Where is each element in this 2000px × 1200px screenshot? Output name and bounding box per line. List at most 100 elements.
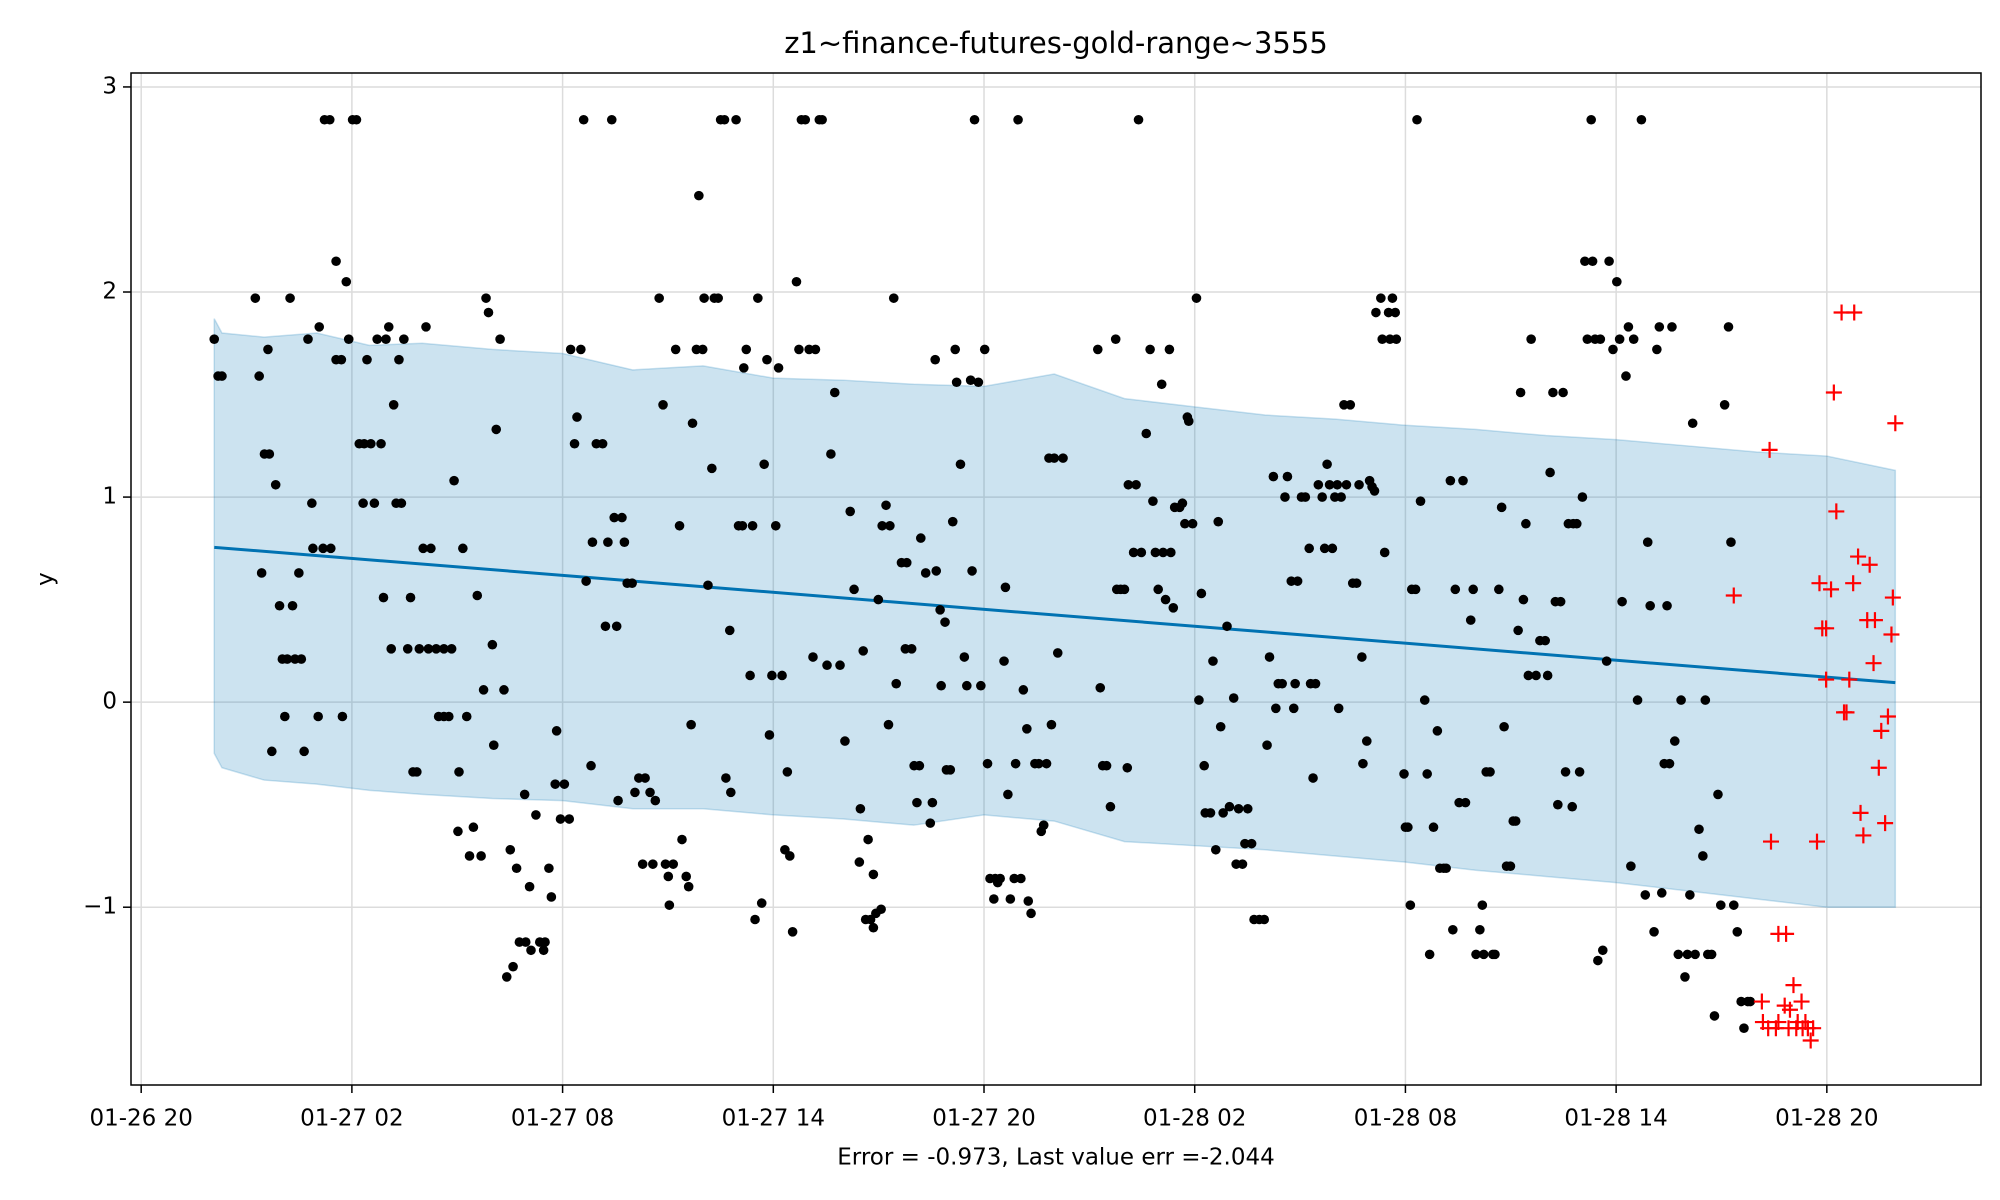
forecast-point	[1778, 925, 1795, 942]
forecast-point	[1805, 1020, 1822, 1037]
y-tick-label: −1	[83, 894, 117, 920]
data-point	[1208, 656, 1218, 666]
data-point	[1016, 873, 1026, 884]
data-point	[901, 557, 912, 568]
data-point	[1676, 695, 1686, 705]
data-point	[1632, 695, 1643, 705]
data-point	[1736, 996, 1746, 1007]
data-point	[1732, 927, 1743, 937]
data-point	[308, 543, 318, 554]
data-point	[1282, 471, 1293, 482]
data-point	[1542, 670, 1553, 681]
data-point	[508, 961, 518, 972]
data-point	[1680, 972, 1690, 982]
data-point	[719, 114, 730, 125]
data-point	[995, 873, 1005, 884]
data-point	[1553, 799, 1563, 810]
data-point	[287, 600, 298, 611]
data-point	[1545, 467, 1555, 478]
data-point	[697, 344, 708, 355]
data-point	[1168, 603, 1179, 613]
data-point	[670, 344, 681, 355]
data-point	[935, 605, 945, 615]
data-point	[1726, 537, 1736, 547]
x-tick-label: 01-27 20	[932, 1106, 1035, 1132]
data-point	[1636, 114, 1647, 125]
data-point	[876, 904, 886, 915]
data-point	[336, 354, 347, 365]
data-point	[1441, 863, 1451, 874]
data-point	[849, 584, 859, 595]
data-point	[1523, 670, 1534, 681]
forecast-point	[1855, 827, 1872, 844]
data-point	[674, 520, 685, 531]
data-point	[1322, 459, 1332, 470]
data-point	[250, 293, 261, 303]
data-point	[439, 644, 449, 654]
data-point	[1628, 334, 1639, 344]
forecast-point	[1785, 977, 1802, 994]
forecast-point	[1841, 671, 1858, 688]
data-point	[791, 276, 802, 287]
data-point	[299, 746, 309, 757]
data-point	[209, 334, 220, 344]
data-point	[1371, 307, 1381, 318]
data-point	[1608, 344, 1618, 355]
data-point	[386, 644, 397, 654]
data-point	[1333, 703, 1344, 714]
data-point	[817, 114, 827, 125]
x-tick-label: 01-27 14	[722, 1106, 825, 1132]
data-point	[1745, 996, 1756, 1007]
data-point	[538, 945, 549, 956]
data-point	[1058, 453, 1068, 463]
data-point	[1148, 496, 1158, 506]
data-point	[731, 114, 741, 125]
data-point	[426, 543, 436, 554]
data-point	[1313, 479, 1324, 490]
data-point	[369, 498, 380, 509]
data-point	[1513, 625, 1523, 636]
data-point	[683, 881, 694, 892]
data-point	[969, 114, 980, 125]
data-point	[399, 334, 409, 344]
data-point	[782, 767, 793, 777]
data-point	[1317, 492, 1327, 502]
data-point	[906, 644, 917, 654]
data-point	[358, 498, 368, 509]
data-point	[826, 449, 836, 459]
data-point	[1123, 479, 1134, 490]
data-point	[1319, 543, 1330, 554]
data-point	[1664, 758, 1675, 769]
forecast-point	[1845, 575, 1862, 592]
data-point	[739, 363, 749, 373]
data-point	[1682, 949, 1693, 960]
data-point	[1694, 824, 1704, 835]
data-point	[1101, 760, 1112, 771]
data-point	[1424, 949, 1435, 960]
data-point	[959, 652, 970, 662]
data-point	[1033, 758, 1044, 769]
data-point	[753, 293, 763, 303]
data-point	[572, 412, 582, 422]
data-point	[840, 736, 850, 746]
forecast-point	[1828, 503, 1845, 520]
data-point	[1478, 949, 1489, 960]
data-point	[1009, 873, 1020, 884]
data-point	[1010, 758, 1021, 769]
data-point	[454, 767, 464, 777]
data-point	[544, 863, 554, 874]
data-point	[1205, 808, 1216, 818]
data-point	[1292, 576, 1303, 586]
data-point	[627, 578, 637, 589]
forecast-point	[1763, 833, 1779, 850]
data-point	[1288, 703, 1299, 714]
data-point	[324, 114, 335, 125]
data-point	[1540, 635, 1550, 646]
y-tick-label: 0	[102, 689, 117, 715]
data-point	[868, 922, 879, 933]
forecast-point	[1877, 815, 1894, 832]
data-point	[1264, 652, 1275, 662]
data-point	[280, 711, 290, 722]
